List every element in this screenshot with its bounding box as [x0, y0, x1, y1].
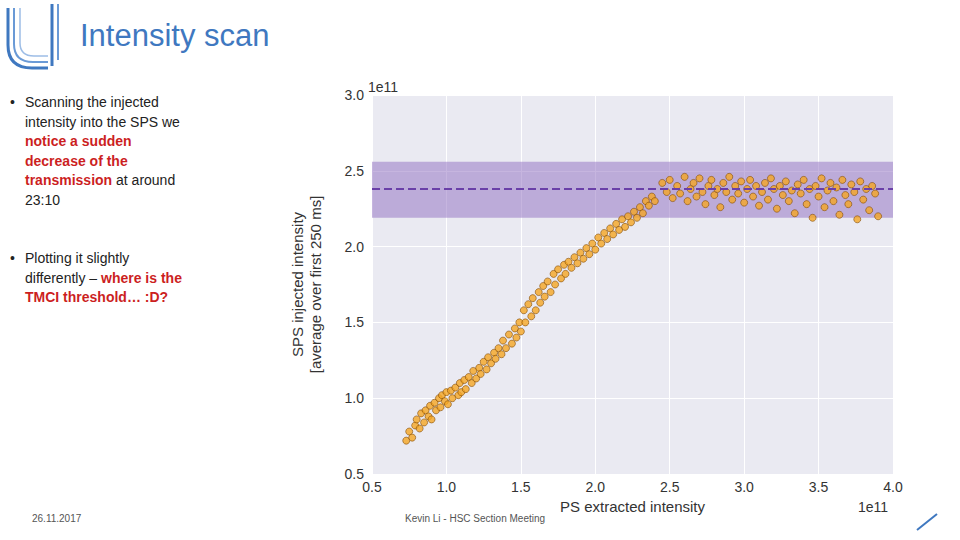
html-text:26.11.2017: 26.11.2017: [32, 513, 82, 524]
svg-text:SPS injected intensity: SPS injected intensity: [289, 211, 306, 357]
svg-text:3.5: 3.5: [809, 479, 829, 495]
html-text:Plotting it slightly different: Plotting it slightly differently – where…: [25, 250, 182, 305]
html-text:Kevin Li - HSC Section Meeting: Kevin Li - HSC Section Meeting: [405, 513, 546, 524]
svg-text:3.0: 3.0: [734, 479, 754, 495]
svg-text:3.0: 3.0: [345, 87, 365, 103]
svg-text:1.0: 1.0: [345, 390, 365, 406]
html-text:Intensity scan: Intensity scan: [80, 18, 270, 53]
svg-text:0.5: 0.5: [362, 479, 382, 495]
svg-text:4.0: 4.0: [883, 479, 903, 495]
svg-text:2.5: 2.5: [660, 479, 680, 495]
svg-text:PS extracted intensity: PS extracted intensity: [560, 498, 706, 515]
svg-text:0.5: 0.5: [345, 466, 365, 482]
html-text:notice a sudden decrease of th: notice a sudden decrease of the transmis…: [25, 133, 176, 208]
svg-text:1.0: 1.0: [437, 479, 457, 495]
svg-text:2.0: 2.0: [586, 479, 606, 495]
svg-text:1e11: 1e11: [858, 499, 888, 515]
svg-text:1.5: 1.5: [345, 314, 365, 330]
svg-text:[average over first 250 ms]: [average over first 250 ms]: [307, 196, 324, 374]
svg-text:2.0: 2.0: [345, 239, 365, 255]
svg-text:2.5: 2.5: [345, 163, 365, 179]
svg-text:1.5: 1.5: [511, 479, 531, 495]
svg-text:1e11: 1e11: [368, 79, 398, 95]
html-text:Scanning the injected intensit: Scanning the injected intensity into the…: [25, 94, 180, 130]
